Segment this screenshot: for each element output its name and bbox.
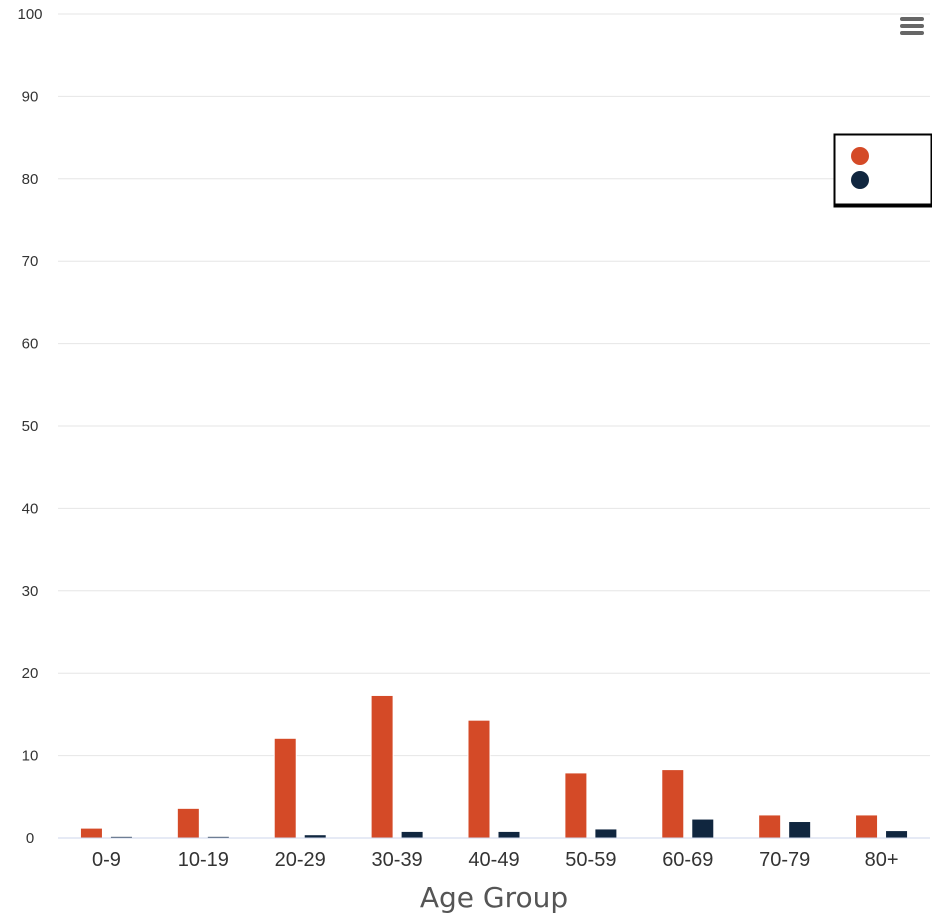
y-tick-label: 0 <box>26 830 34 847</box>
y-tick-label: 40 <box>22 500 39 517</box>
legend-marker-series-1[interactable] <box>851 147 869 165</box>
hamburger-menu-icon <box>900 17 924 35</box>
x-tick-label: 60-69 <box>662 849 713 871</box>
x-tick-label: 40-49 <box>468 849 519 871</box>
y-tick-label: 60 <box>22 336 39 353</box>
y-tick-label: 100 <box>17 6 42 23</box>
legend <box>833 133 932 208</box>
bar-series-2-40-49[interactable] <box>497 830 521 839</box>
x-tick-label: 80+ <box>865 849 899 871</box>
bar-series-1-80+[interactable] <box>855 814 879 839</box>
x-tick-label: 70-79 <box>759 849 810 871</box>
bar-series-1-30-39[interactable] <box>370 694 394 839</box>
x-tick-label: 50-59 <box>565 849 616 871</box>
y-tick-label: 30 <box>22 583 39 600</box>
x-tick-label: 0-9 <box>92 849 121 871</box>
bar-series-2-30-39[interactable] <box>400 830 424 839</box>
bar-series-1-50-59[interactable] <box>564 772 588 839</box>
bar-series-1-0-9[interactable] <box>79 827 103 839</box>
bar-series-2-70-79[interactable] <box>788 821 812 839</box>
gridlines <box>58 13 930 757</box>
y-axis-ticks: 0 10 20 30 40 50 60 70 80 90 100 <box>17 6 42 847</box>
y-tick-label: 80 <box>22 171 39 188</box>
bar-series-2-60-69[interactable] <box>691 818 715 839</box>
x-tick-label: 30-39 <box>372 849 423 871</box>
y-tick-label: 90 <box>22 88 39 105</box>
x-tick-label: 10-19 <box>178 849 229 871</box>
y-tick-label: 50 <box>22 418 39 435</box>
bars <box>79 694 909 839</box>
bar-series-2-80+[interactable] <box>885 830 909 839</box>
bar-series-1-10-19[interactable] <box>176 807 200 839</box>
bar-series-1-60-69[interactable] <box>661 769 685 839</box>
y-tick-label: 10 <box>22 748 39 765</box>
bar-series-1-40-49[interactable] <box>467 719 491 839</box>
x-tick-label: 20-29 <box>275 849 326 871</box>
bar-series-2-50-59[interactable] <box>594 828 618 839</box>
bar-series-1-70-79[interactable] <box>758 814 782 839</box>
x-axis-title: Age Group <box>420 881 568 914</box>
y-tick-label: 20 <box>22 665 39 682</box>
legend-marker-series-2[interactable] <box>851 171 869 189</box>
y-tick-label: 70 <box>22 253 39 270</box>
x-axis-ticks: 0-9 10-19 20-29 30-39 40-49 50-59 60-69 70-79 80… <box>92 849 899 871</box>
chart-menu-button[interactable] <box>892 8 932 44</box>
bar-series-1-20-29[interactable] <box>273 737 297 839</box>
